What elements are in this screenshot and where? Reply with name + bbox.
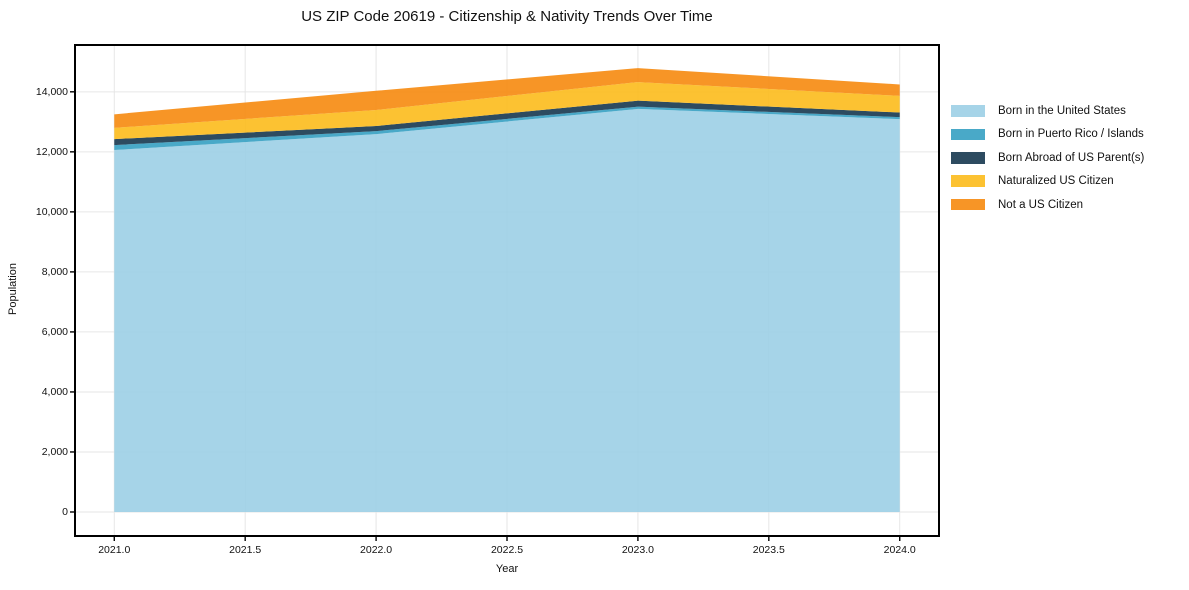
y-tick-label: 6,000 <box>41 325 68 338</box>
legend-swatch-icon <box>951 128 985 141</box>
chart-title: US ZIP Code 20619 - Citizenship & Nativi… <box>301 8 713 25</box>
legend-label: Not a US Citizen <box>998 198 1084 211</box>
area-born-abroad-of-us-parent-s <box>114 100 900 146</box>
y-tick-label: 12,000 <box>35 145 68 158</box>
x-tick-label: 2024.0 <box>883 544 916 556</box>
y-tick-label: 4,000 <box>41 385 68 398</box>
legend-swatch-icon <box>951 175 985 187</box>
x-axis-label: Year <box>495 563 519 575</box>
x-tick-label: 2022.5 <box>490 544 524 556</box>
legend-item: Born Abroad of US Parent(s) <box>951 152 1144 164</box>
x-tick-label: 2023.0 <box>621 544 654 556</box>
legend-label: Born in Puerto Rico / Islands <box>998 128 1144 141</box>
y-tick-label: 8,000 <box>41 265 68 278</box>
legend-item: Born in Puerto Rico / Islands <box>951 128 1144 140</box>
legend-swatch-icon <box>951 198 985 211</box>
legend-label: Born Abroad of US Parent(s) <box>998 151 1145 164</box>
y-tick-label: 14,000 <box>35 85 68 98</box>
area-not-a-us-citizen <box>114 68 900 128</box>
area-born-in-the-united-states <box>114 108 900 512</box>
y-tick-label: 2,000 <box>41 445 68 458</box>
legend-swatch-icon <box>951 105 985 117</box>
x-tick-label: 2022.0 <box>360 544 393 556</box>
x-tick-label: 2021.0 <box>98 544 131 556</box>
x-tick-label: 2021.5 <box>229 544 262 556</box>
legend-item: Naturalized US Citizen <box>951 175 1144 187</box>
legend-swatch-icon <box>951 152 985 164</box>
legend-label: Born in the United States <box>998 105 1126 117</box>
legend: Born in the United States Born in Puerto … <box>951 105 1144 222</box>
legend-item: Not a US Citizen <box>951 199 1144 211</box>
y-tick-label: 0 <box>62 505 68 518</box>
legend-label: Naturalized US Citizen <box>998 175 1114 188</box>
x-tick-label: 2023.5 <box>752 544 785 556</box>
legend-item: Born in the United States <box>951 105 1144 117</box>
area-naturalized-us-citizen <box>114 82 900 140</box>
y-tick-label: 10,000 <box>35 205 68 218</box>
